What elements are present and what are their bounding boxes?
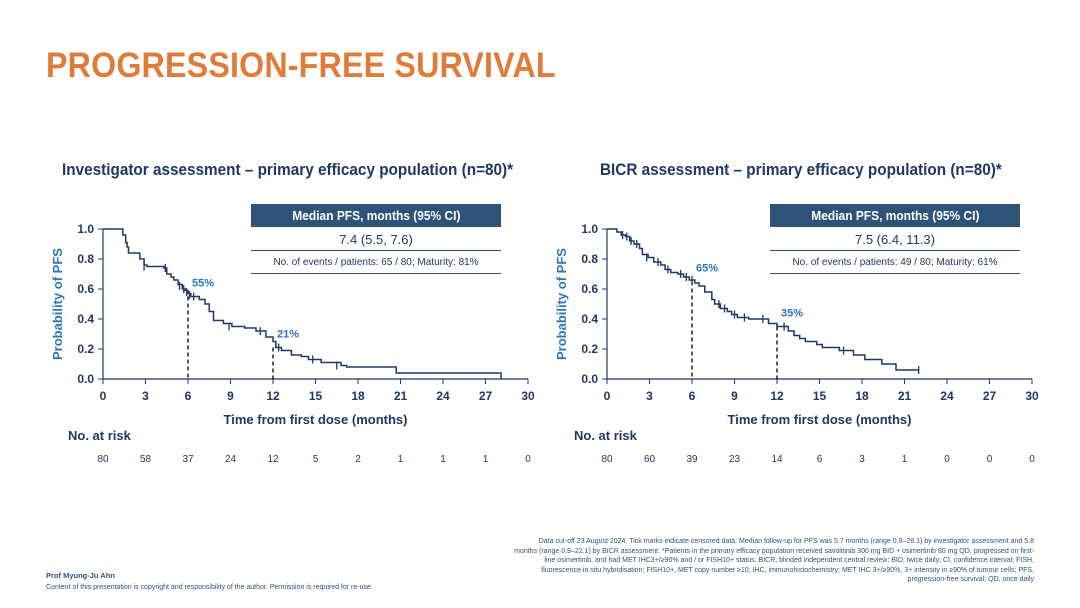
- x-tick-label: 27: [479, 389, 493, 403]
- x-tick-label: 0: [100, 389, 107, 403]
- y-tick-label: 0.8: [77, 252, 94, 266]
- panel-title: BICR assessment – primary efficacy popul…: [600, 160, 1002, 179]
- median-pfs-box: Median PFS, months (95% CI) 7.5 (6.4, 11…: [770, 204, 1020, 274]
- y-axis-label: Probability of PFS: [554, 248, 569, 360]
- at-risk-row: 80 58 37 24 12 5 2 1 1 1 0: [20, 454, 540, 470]
- at-risk-count: 37: [182, 454, 194, 465]
- copyright-notice: Content of this presentation is copyrigh…: [46, 584, 373, 591]
- x-tick-label: 0: [604, 389, 611, 403]
- km-chart-bicr: 0.0 0.2 0.4 0.6 0.8 1.0 0 3 6 9 12 15 18 21 24 27 30 Time…: [554, 222, 1039, 427]
- x-tick-label: 27: [983, 389, 997, 403]
- at-risk-count: 0: [1029, 454, 1035, 465]
- y-tick-label: 1.0: [77, 222, 94, 236]
- x-tick-label: 18: [351, 389, 365, 403]
- median-pfs-box: Median PFS, months (95% CI) 7.4 (5.5, 7.…: [251, 204, 501, 274]
- km-chart-investigator: 0.0 0.2 0.4 0.6 0.8 1.0 0 3 6 9 12 15 18 21 24 27 30 Time…: [50, 222, 535, 427]
- risk-table-title: No. at risk: [68, 428, 131, 443]
- at-risk-count: 12: [267, 454, 279, 465]
- at-risk-count: 58: [139, 454, 152, 465]
- at-risk-count: 0: [944, 454, 950, 465]
- at-risk-count: 14: [771, 454, 783, 465]
- median-pfs-header: Median PFS, months (95% CI): [770, 204, 1020, 227]
- x-axis-label: Time from first dose (months): [728, 412, 912, 427]
- y-tick-label: 0.6: [77, 282, 94, 296]
- page-title: PROGRESSION-FREE SURVIVAL: [46, 46, 556, 85]
- at-risk-row: 80 60 39 23 14 6 3 1 0 0 0: [524, 454, 1044, 470]
- author-name: Prof Myung-Ju Ahn: [46, 571, 115, 580]
- x-tick-label: 24: [940, 389, 954, 403]
- median-pfs-value: 7.4 (5.5, 7.6): [251, 227, 501, 251]
- x-tick-label: 3: [646, 389, 653, 403]
- x-tick-label: 24: [436, 389, 450, 403]
- events-maturity: No. of events / patients: 49 / 80; Matur…: [770, 251, 1020, 274]
- at-risk-count: 1: [901, 454, 908, 465]
- landmark-percent-label: 55%: [192, 278, 214, 290]
- y-tick-label: 0.0: [77, 372, 94, 386]
- landmark-percent-label: 65%: [696, 263, 718, 275]
- x-tick-label: 6: [185, 389, 192, 403]
- km-curve: [103, 228, 502, 379]
- at-risk-count: 24: [224, 454, 237, 465]
- at-risk-count: 5: [312, 454, 319, 465]
- y-tick-label: 0.2: [77, 342, 94, 356]
- x-tick-label: 18: [855, 389, 869, 403]
- y-tick-label: 0.0: [581, 372, 598, 386]
- at-risk-count: 6: [816, 454, 823, 465]
- at-risk-count: 23: [728, 454, 741, 465]
- x-tick-label: 9: [227, 389, 234, 403]
- at-risk-count: 60: [643, 454, 656, 465]
- x-tick-label: 21: [394, 389, 408, 403]
- landmark-percent-label: 35%: [781, 308, 803, 320]
- x-tick-label: 21: [898, 389, 912, 403]
- y-tick-label: 1.0: [581, 222, 598, 236]
- x-tick-label: 30: [521, 389, 535, 403]
- km-panel-bicr: BICR assessment – primary efficacy popul…: [524, 152, 1044, 472]
- x-axis-label: Time from first dose (months): [224, 412, 408, 427]
- panel-title: Investigator assessment – primary effica…: [62, 160, 514, 179]
- at-risk-count: 80: [601, 454, 613, 465]
- risk-table-title: No. at risk: [574, 428, 637, 443]
- at-risk-count: 2: [355, 454, 361, 465]
- x-tick-label: 12: [266, 389, 280, 403]
- x-tick-label: 6: [689, 389, 696, 403]
- x-tick-label: 3: [142, 389, 149, 403]
- x-tick-label: 9: [731, 389, 738, 403]
- x-tick-label: 15: [309, 389, 323, 403]
- median-pfs-header: Median PFS, months (95% CI): [251, 204, 501, 227]
- median-pfs-value: 7.5 (6.4, 11.3): [770, 227, 1020, 251]
- x-tick-label: 12: [770, 389, 784, 403]
- at-risk-count: 0: [525, 454, 531, 465]
- landmark-percent-label: 21%: [277, 329, 299, 341]
- y-tick-label: 0.6: [581, 282, 598, 296]
- at-risk-count: 1: [397, 454, 404, 465]
- y-tick-label: 0.4: [581, 312, 598, 326]
- y-tick-label: 0.8: [581, 252, 598, 266]
- at-risk-count: 1: [482, 454, 489, 465]
- at-risk-count: 80: [97, 454, 109, 465]
- km-curve: [607, 228, 919, 371]
- y-axis-label: Probability of PFS: [50, 248, 65, 360]
- at-risk-count: 3: [859, 454, 865, 465]
- x-tick-label: 15: [813, 389, 827, 403]
- at-risk-count: 1: [440, 454, 446, 465]
- y-tick-label: 0.2: [581, 342, 598, 356]
- x-tick-label: 30: [1025, 389, 1039, 403]
- km-panel-investigator: Investigator assessment – primary effica…: [20, 152, 540, 472]
- at-risk-count: 0: [986, 454, 993, 465]
- y-tick-label: 0.4: [77, 312, 94, 326]
- events-maturity: No. of events / patients: 65 / 80; Matur…: [251, 251, 501, 274]
- at-risk-count: 39: [686, 454, 698, 465]
- footnote: Data cut-off 23 August 2024. Tick marks …: [514, 538, 1034, 583]
